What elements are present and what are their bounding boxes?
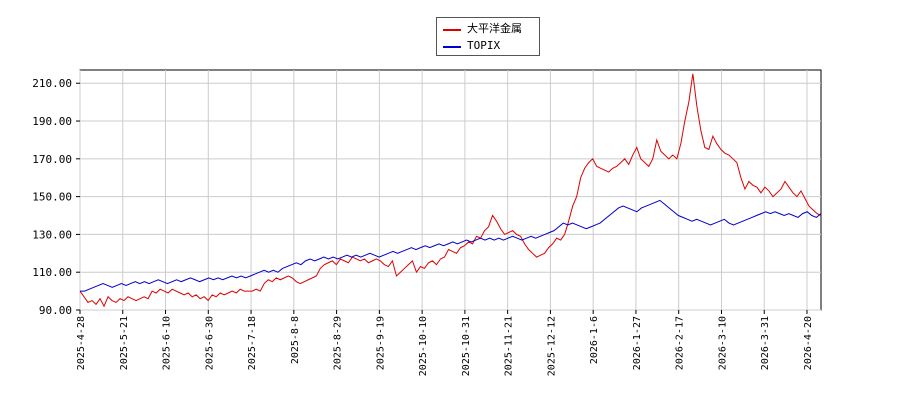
y-axis-ticks: 90.00 110.00 130.00 150.00 170.00 190.00 210.0… — [32, 77, 80, 317]
x-tick-label: 2025-7-18 — [247, 316, 258, 370]
series-line-2 — [80, 199, 822, 292]
y-tick-label: 190.00 — [32, 115, 72, 128]
x-tick-label: 2025-8-29 — [333, 316, 344, 370]
y-tick-label: 150.00 — [32, 191, 72, 204]
x-tick-label: 2026-4-20 — [803, 316, 814, 370]
x-tick-label: 2025-5-21 — [119, 316, 130, 370]
series-lines — [79, 73, 822, 308]
x-axis-ticks: 2025-4-28 2025-5-21 2025-6-10 2025-6-30 2025… — [76, 310, 814, 376]
y-tick-label: 210.00 — [32, 77, 72, 90]
y-tick-label: 110.00 — [32, 266, 72, 279]
legend-swatch-series-1 — [443, 29, 461, 31]
x-tick-label: 2025-12-12 — [546, 316, 557, 376]
legend-label-series-2: TOPIX — [467, 39, 501, 52]
y-tick-label: 90.00 — [39, 304, 72, 317]
x-tick-label: 2026-2-17 — [675, 316, 686, 370]
y-tick-label: 130.00 — [32, 228, 72, 241]
legend-item-series-2: TOPIX — [437, 38, 541, 54]
x-tick-label: 2026-1-27 — [632, 316, 643, 370]
legend-swatch-series-2 — [443, 46, 461, 48]
legend-item-series-1: 大平洋金属 — [437, 21, 541, 37]
y-tick-label: 170.00 — [32, 153, 72, 166]
x-tick-label: 2025-11-21 — [504, 316, 515, 376]
series-line-1 — [79, 73, 822, 308]
x-tick-label: 2026-3-31 — [760, 316, 771, 370]
legend: 大平洋金属 TOPIX — [436, 17, 540, 56]
x-tick-label: 2025-10-31 — [461, 316, 472, 376]
legend-label-series-1: 大平洋金属 — [467, 22, 522, 35]
x-tick-label: 2025-8-8 — [290, 316, 301, 364]
grid-lines — [79, 70, 821, 311]
plot-area — [79, 69, 822, 311]
x-tick-label: 2025-6-10 — [162, 316, 173, 370]
x-tick-label: 2025-9-19 — [375, 316, 386, 370]
x-tick-label: 2025-10-10 — [418, 316, 429, 376]
x-tick-label: 2025-4-28 — [76, 316, 87, 370]
x-tick-label: 2026-3-10 — [717, 316, 728, 370]
x-tick-label: 2026-1-6 — [589, 316, 600, 364]
x-tick-label: 2025-6-30 — [204, 316, 215, 370]
